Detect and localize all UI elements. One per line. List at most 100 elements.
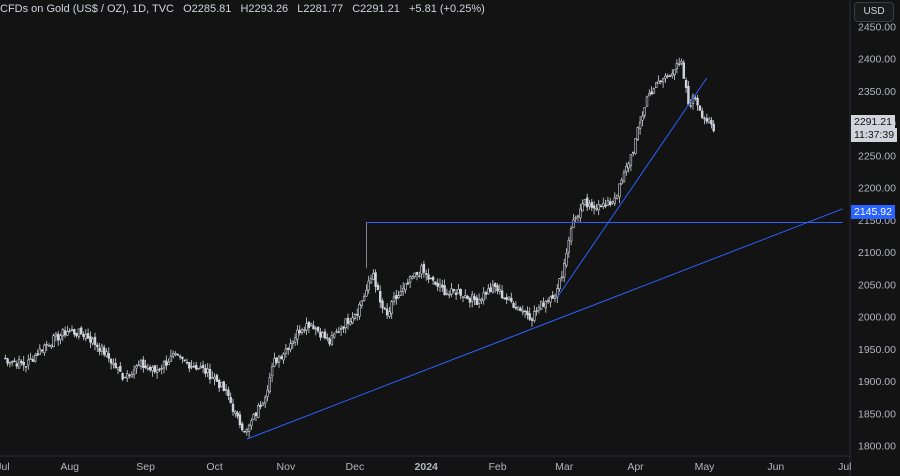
candle-body bbox=[342, 326, 345, 329]
candle-body bbox=[158, 368, 161, 371]
candle-body bbox=[374, 272, 377, 287]
candle-body bbox=[197, 367, 200, 370]
candle-body bbox=[126, 373, 129, 379]
candle-body bbox=[673, 69, 676, 75]
candle-body bbox=[574, 217, 577, 220]
candle-body bbox=[199, 366, 202, 369]
x-tick-label: Nov bbox=[277, 461, 296, 473]
candle-body bbox=[404, 283, 407, 291]
candle-body bbox=[52, 335, 55, 348]
candle-body bbox=[188, 362, 191, 369]
candle-body bbox=[103, 347, 106, 355]
level-price-tag: 2145.92 bbox=[851, 205, 895, 219]
candle-body bbox=[362, 296, 366, 301]
candle-body bbox=[114, 363, 117, 369]
candle-body bbox=[261, 402, 265, 406]
candle-body bbox=[257, 405, 260, 418]
candle-body bbox=[569, 228, 573, 242]
candle-body bbox=[312, 325, 315, 330]
y-tick-label: 1900.00 bbox=[858, 376, 896, 388]
candle-body bbox=[585, 197, 589, 208]
candle-body bbox=[280, 356, 283, 359]
candle-body bbox=[415, 271, 419, 275]
candle-body bbox=[142, 359, 145, 368]
candle-body bbox=[213, 376, 216, 380]
candle-body bbox=[512, 303, 515, 308]
support-trendline[interactable] bbox=[246, 208, 843, 440]
candle-body bbox=[252, 414, 255, 420]
currency-button[interactable]: USD bbox=[854, 2, 894, 22]
candle-body bbox=[73, 329, 76, 335]
chart-header: CFDs on Gold (US$ / OZ), 1D, TVC O2285.8… bbox=[0, 3, 491, 15]
candle-body bbox=[698, 105, 702, 111]
candle-body bbox=[549, 296, 552, 303]
candle-body bbox=[581, 203, 584, 212]
candle-body bbox=[604, 204, 607, 207]
candle-body bbox=[332, 333, 336, 338]
candle-body bbox=[429, 277, 432, 280]
candle-body bbox=[480, 298, 483, 302]
instrument-title: CFDs on Gold (US$ / OZ), 1D, TVC bbox=[0, 3, 175, 15]
candle-body bbox=[445, 293, 449, 295]
y-tick-label: 2100.00 bbox=[858, 247, 896, 259]
candle-body bbox=[91, 338, 94, 344]
candle-body bbox=[461, 296, 465, 298]
candle-body bbox=[185, 361, 189, 364]
candle-body bbox=[70, 329, 74, 331]
candle-body bbox=[395, 295, 398, 300]
march-trendline[interactable] bbox=[556, 77, 708, 298]
candle-body bbox=[6, 358, 9, 364]
candle-body bbox=[349, 320, 352, 325]
candle-body bbox=[206, 368, 209, 373]
candle-body bbox=[431, 276, 435, 281]
candle-body bbox=[50, 344, 53, 348]
candle-body bbox=[335, 331, 338, 333]
candle-body bbox=[162, 361, 166, 369]
candle-body bbox=[468, 297, 472, 303]
candle-body bbox=[703, 117, 706, 120]
candle-body bbox=[165, 360, 168, 366]
countdown-tag: 11:37:39 bbox=[851, 128, 898, 142]
y-tick-label: 2050.00 bbox=[858, 279, 896, 291]
candle-body bbox=[648, 93, 651, 97]
candle-body bbox=[712, 123, 715, 132]
candle-body bbox=[355, 313, 359, 316]
candle-body bbox=[128, 374, 131, 377]
candle-body bbox=[438, 283, 442, 288]
candle-body bbox=[707, 118, 711, 123]
candle-body bbox=[358, 304, 361, 317]
x-tick-label: Jun bbox=[767, 461, 784, 473]
candle-body bbox=[112, 362, 115, 365]
x-tick-label: Jul bbox=[838, 461, 851, 473]
candle-body bbox=[100, 345, 104, 352]
candle-body bbox=[204, 367, 207, 374]
candle-body bbox=[238, 414, 242, 426]
candle-body bbox=[710, 120, 713, 125]
candle-body bbox=[56, 333, 60, 341]
candle-body bbox=[123, 376, 127, 379]
candle-body bbox=[542, 302, 545, 307]
candle-body bbox=[82, 333, 85, 337]
candle-body bbox=[496, 285, 499, 292]
candle-body bbox=[241, 423, 244, 431]
candle-body bbox=[139, 360, 143, 367]
candle-body bbox=[282, 353, 285, 361]
x-tick-label: Jul bbox=[0, 461, 10, 473]
candle-body bbox=[411, 276, 414, 279]
candle-body bbox=[392, 296, 396, 303]
candle-body bbox=[172, 353, 175, 357]
y-tick-label: 1800.00 bbox=[858, 441, 896, 453]
candle-body bbox=[266, 389, 269, 398]
candle-body bbox=[8, 362, 12, 365]
candle-body bbox=[29, 358, 32, 361]
candle-body bbox=[220, 382, 223, 387]
candle-body bbox=[119, 365, 122, 372]
candle-body bbox=[13, 360, 16, 363]
candle-body bbox=[211, 377, 214, 379]
last-price-tag: 2291.21 bbox=[851, 115, 895, 129]
candle-body bbox=[424, 273, 428, 275]
candle-body bbox=[454, 292, 458, 296]
candle-body bbox=[700, 110, 704, 118]
candle-body bbox=[222, 381, 225, 392]
